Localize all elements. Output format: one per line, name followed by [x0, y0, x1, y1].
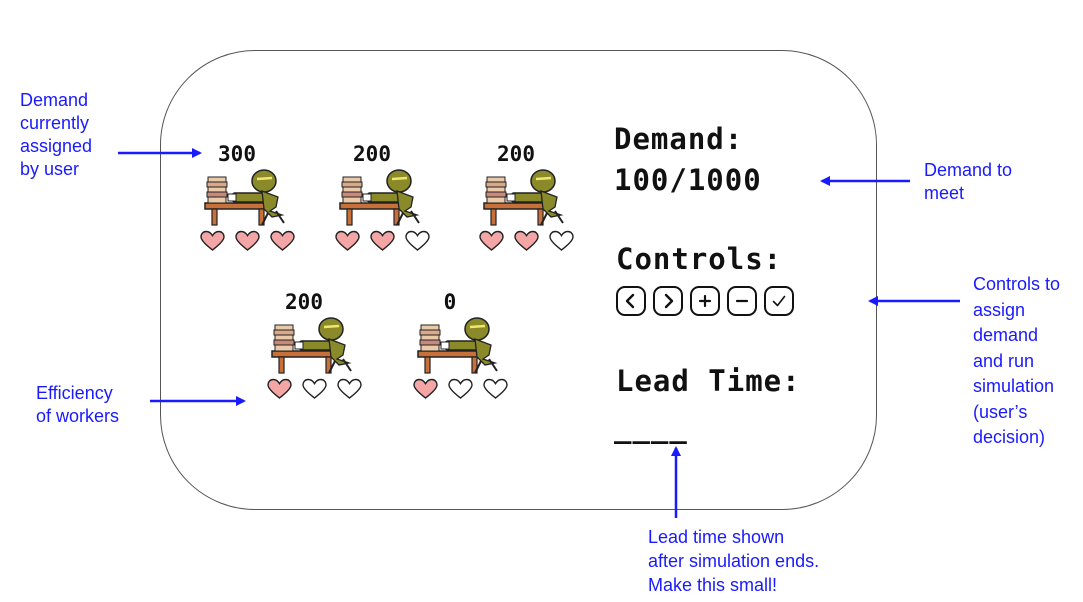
- efficiency-hearts: [199, 230, 296, 252]
- run-simulation-button[interactable]: [764, 286, 794, 316]
- annotation-demand-assigned: Demand currently assigned by user: [20, 90, 93, 179]
- worker-1[interactable]: 300: [177, 142, 297, 267]
- lead-time-value: ____: [614, 410, 688, 444]
- controls-toolbar: [616, 286, 794, 316]
- worker-demand: 200: [497, 142, 535, 166]
- heart-filled-icon: [370, 230, 395, 251]
- worker-at-desk-icon: [483, 169, 564, 226]
- demand-label: Demand:: [614, 122, 744, 156]
- heart-filled-icon: [479, 230, 504, 251]
- efficiency-hearts: [334, 230, 431, 252]
- worker-at-desk-icon: [204, 169, 285, 226]
- game-screen: [160, 50, 877, 510]
- heart-empty-icon: [549, 230, 574, 251]
- heart-filled-icon: [335, 230, 360, 251]
- heart-empty-icon: [448, 378, 473, 399]
- worker-5[interactable]: 0: [390, 290, 510, 415]
- minus-icon: [735, 299, 749, 303]
- heart-filled-icon: [235, 230, 260, 251]
- worker-demand: 300: [218, 142, 256, 166]
- worker-4[interactable]: 200: [244, 290, 364, 415]
- chevron-left-icon: [625, 293, 635, 309]
- heart-filled-icon: [270, 230, 295, 251]
- heart-empty-icon: [483, 378, 508, 399]
- worker-at-desk-icon: [417, 317, 498, 374]
- annotation-demand-to-meet: Demand to meet: [924, 160, 1013, 203]
- heart-filled-icon: [413, 378, 438, 399]
- demand-value: 100/1000: [614, 163, 762, 197]
- worker-3[interactable]: 200: [456, 142, 576, 267]
- worker-demand: 200: [285, 290, 323, 314]
- efficiency-hearts: [266, 378, 363, 400]
- heart-filled-icon: [514, 230, 539, 251]
- efficiency-hearts: [412, 378, 509, 400]
- chevron-right-icon: [664, 293, 674, 309]
- next-worker-button[interactable]: [653, 286, 683, 316]
- worker-at-desk-icon: [339, 169, 420, 226]
- worker-2[interactable]: 200: [312, 142, 432, 267]
- heart-empty-icon: [302, 378, 327, 399]
- check-icon: [772, 295, 786, 307]
- efficiency-hearts: [478, 230, 575, 252]
- plus-icon: [698, 294, 712, 308]
- heart-empty-icon: [337, 378, 362, 399]
- heart-empty-icon: [405, 230, 430, 251]
- lead-time-label: Lead Time:: [616, 364, 801, 398]
- controls-label: Controls:: [616, 242, 783, 276]
- annotation-lead-time: Lead time shown after simulation ends. M…: [648, 527, 820, 595]
- annotation-efficiency: Efficiency of workers: [36, 383, 120, 426]
- increase-demand-button[interactable]: [690, 286, 720, 316]
- annotation-controls: Controls to assign demand and run simula…: [973, 274, 1061, 447]
- previous-worker-button[interactable]: [616, 286, 646, 316]
- heart-filled-icon: [200, 230, 225, 251]
- worker-at-desk-icon: [271, 317, 352, 374]
- worker-demand: 0: [443, 290, 457, 314]
- heart-filled-icon: [267, 378, 292, 399]
- decrease-demand-button[interactable]: [727, 286, 757, 316]
- worker-demand: 200: [353, 142, 391, 166]
